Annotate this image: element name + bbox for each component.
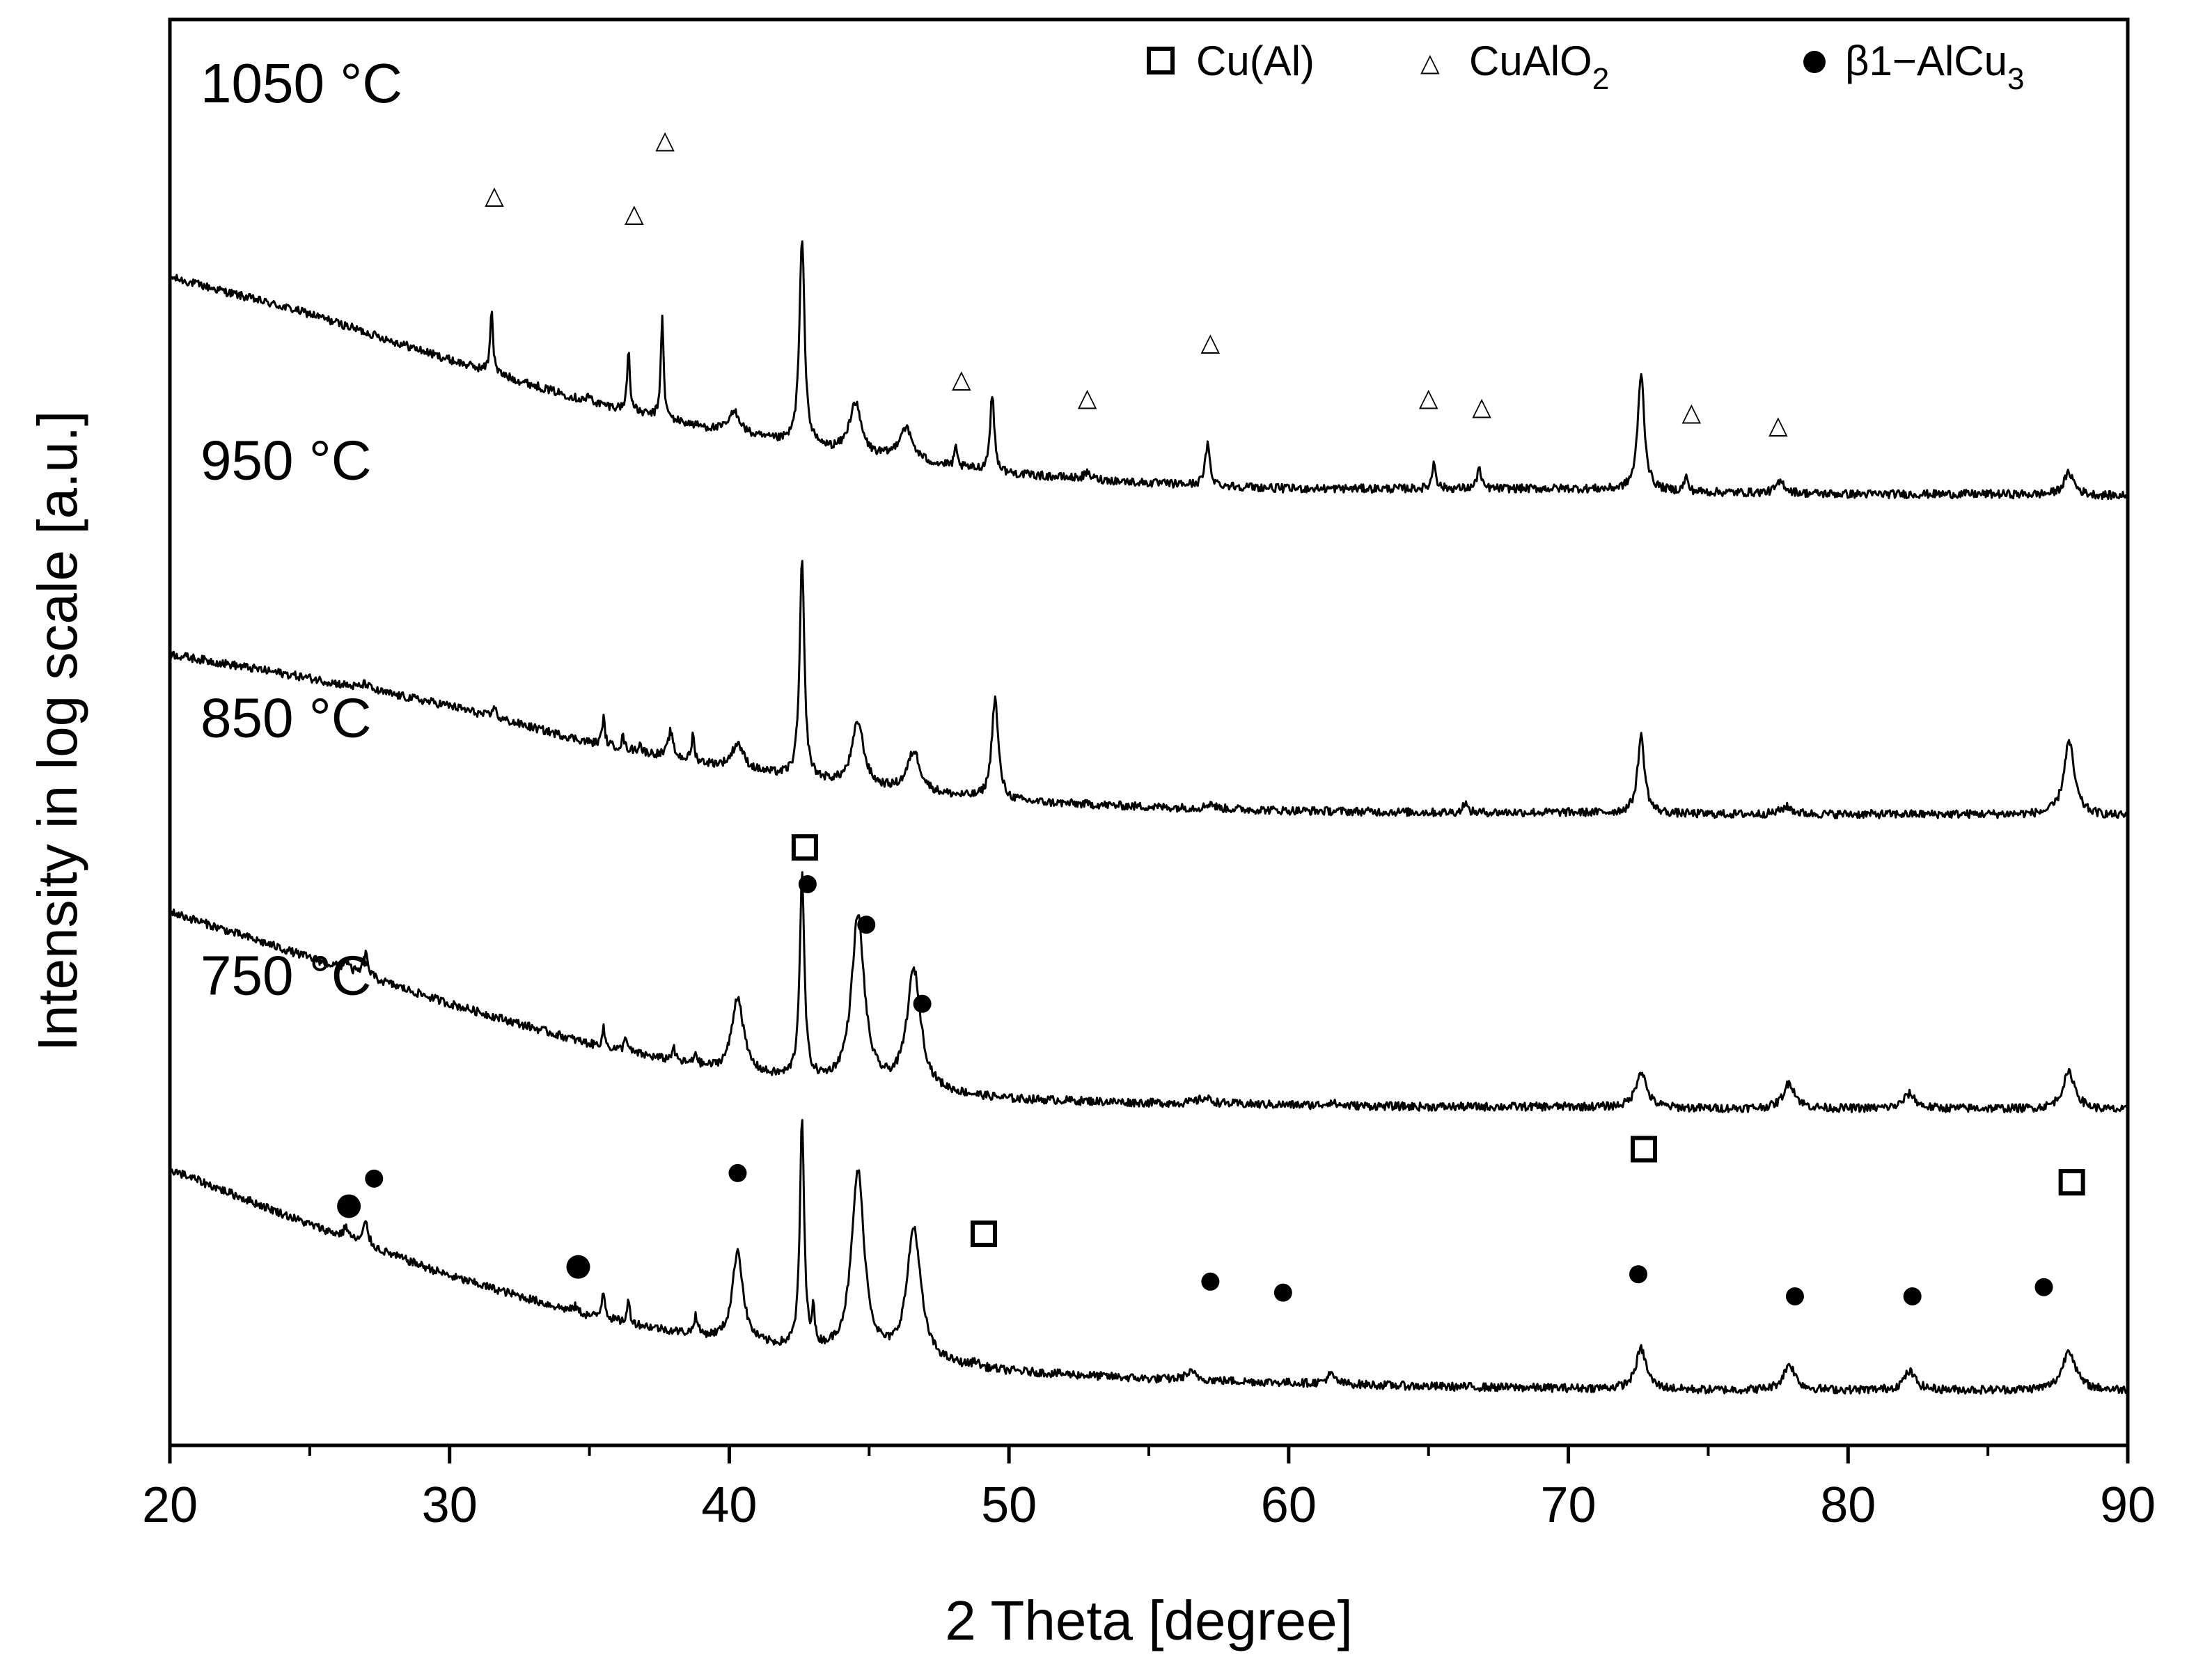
x-tick-label: 70 <box>1541 1477 1597 1533</box>
legend-label-cualo2-sub: 2 <box>1592 62 1609 96</box>
legend-label-cualo2: CuAlO2 <box>1469 38 1609 96</box>
legend-square-symbol <box>1147 47 1175 74</box>
legend-label-alcu3-main: β1−AlCu <box>1845 38 2007 84</box>
xrd-trace <box>168 560 2128 819</box>
alcu3-circle-marker <box>1201 1272 1220 1291</box>
cu-al-square-marker <box>2058 1169 2085 1196</box>
cualo2-triangle-marker: △ <box>625 200 644 228</box>
cualo2-triangle-marker: △ <box>1078 384 1097 412</box>
legend-label-alcu3: β1−AlCu3 <box>1845 38 2024 96</box>
xrd-trace <box>168 240 2129 501</box>
alcu3-circle-marker <box>365 1169 384 1188</box>
legend-label-alcu3-sub: 3 <box>2007 62 2024 96</box>
x-tick-label: 50 <box>981 1477 1037 1533</box>
cu-al-square-marker <box>970 1220 997 1248</box>
alcu3-circle-marker <box>1273 1283 1292 1302</box>
cualo2-triangle-marker: △ <box>1768 411 1788 440</box>
alcu3-circle-marker <box>2034 1278 2053 1296</box>
legend-label-cu-al: Cu(Al) <box>1196 38 1315 84</box>
x-tick-label: 30 <box>422 1477 478 1533</box>
plot-frame <box>168 17 2130 1447</box>
x-tick-label: 60 <box>1261 1477 1317 1533</box>
phase-markers: △ △ △ △ △ △ △ △ △ △ <box>337 126 2085 1305</box>
x-tick-label: 90 <box>2100 1477 2156 1533</box>
cualo2-triangle-marker: △ <box>1681 398 1701 427</box>
temperature-label: 1050 °C <box>201 52 402 114</box>
legend-circle-symbol <box>1803 51 1826 73</box>
alcu3-circle-marker <box>1629 1265 1647 1284</box>
alcu3-circle-marker <box>1785 1287 1804 1305</box>
alcu3-circle-marker <box>857 916 876 934</box>
xrd-trace <box>168 871 2128 1114</box>
alcu3-circle-marker <box>913 994 932 1013</box>
xrd-trace <box>169 1119 2128 1395</box>
x-axis-title: 2 Theta [degree] <box>945 1589 1353 1651</box>
cu-al-square-marker <box>791 834 818 861</box>
temperature-label: 950 °C <box>201 430 371 492</box>
temperature-labels: 1050 °C 950 °C 850 °C 750 °C <box>201 52 402 1007</box>
cualo2-triangle-marker: △ <box>655 126 675 155</box>
diffraction-traces <box>168 240 2129 1395</box>
x-tick-label: 20 <box>142 1477 198 1533</box>
alcu3-circle-marker <box>798 875 817 894</box>
cualo2-triangle-marker: △ <box>485 181 504 210</box>
cualo2-triangle-marker: △ <box>1201 329 1221 357</box>
temperature-label: 850 °C <box>201 687 371 749</box>
alcu3-circle-marker <box>337 1194 361 1218</box>
x-tick-label: 80 <box>1820 1477 1876 1533</box>
alcu3-circle-marker <box>728 1163 747 1182</box>
x-axis-ticks <box>168 1445 2130 1463</box>
alcu3-circle-marker <box>566 1255 590 1279</box>
legend: Cu(Al) △ CuAlO2 β1−AlCu3 <box>1147 38 2024 96</box>
cu-al-square-marker <box>1631 1136 1658 1163</box>
cualo2-triangle-marker: △ <box>952 366 971 394</box>
alcu3-circle-marker <box>1903 1287 1922 1305</box>
cualo2-triangle-marker: △ <box>1472 393 1491 421</box>
y-axis-title: Intensity in log scale [a.u.] <box>26 411 88 1052</box>
x-axis-tick-labels: 20 30 40 50 60 70 80 90 <box>142 1477 2156 1533</box>
x-tick-label: 40 <box>701 1477 757 1533</box>
temperature-label: 750 °C <box>201 945 371 1007</box>
legend-label-cualo2-main: CuAlO <box>1469 38 1592 84</box>
legend-triangle-symbol: △ <box>1420 49 1440 77</box>
cualo2-triangle-marker: △ <box>1419 384 1438 412</box>
